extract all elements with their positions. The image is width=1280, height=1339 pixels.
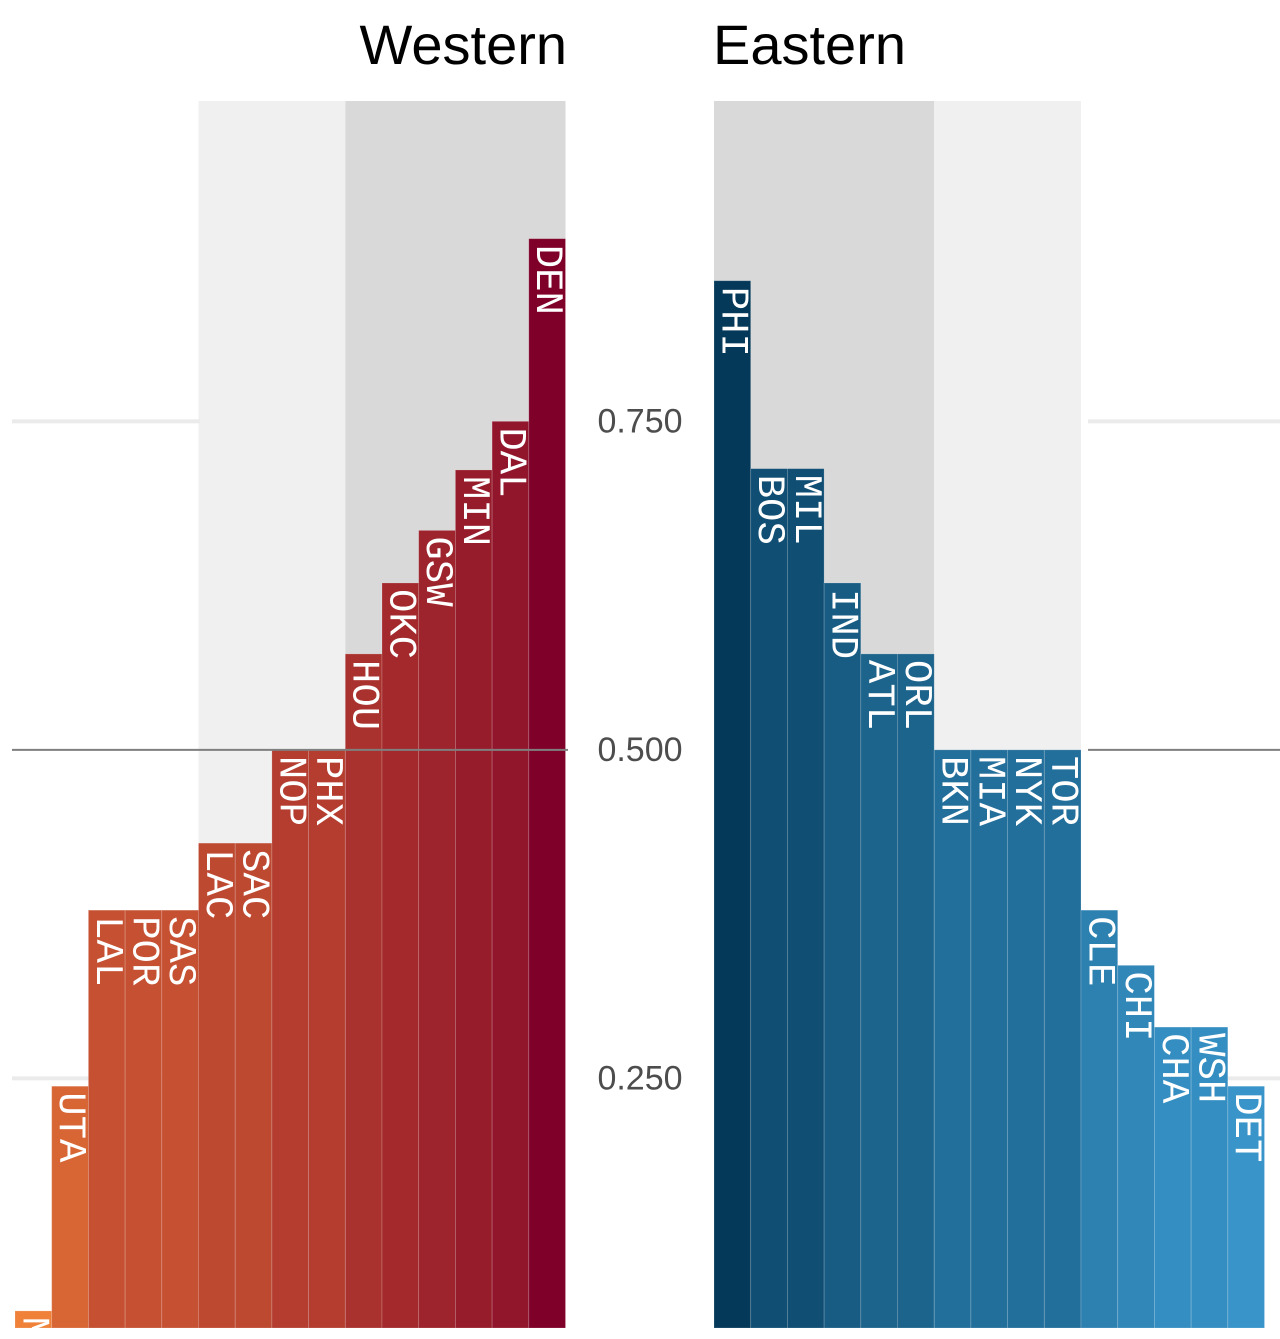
western-bar	[308, 749, 346, 1329]
label-layer: MEMUTALALPORSASLACSACNOPPHXHOUOKCGSWMIND…	[11, 13, 1268, 1339]
team-label-chi: CHI	[1114, 971, 1158, 1041]
team-label-hou: HOU	[342, 660, 386, 730]
team-label-sac: SAC	[232, 849, 276, 919]
eastern-bar	[1080, 909, 1119, 1329]
team-label-okc: OKC	[378, 589, 422, 659]
team-label-phx: PHX	[305, 756, 349, 826]
team-label-wsh: WSH	[1187, 1033, 1231, 1103]
team-label-cle: CLE	[1077, 916, 1121, 986]
team-label-bkn: BKN	[931, 756, 975, 826]
eastern-bar	[970, 749, 1009, 1329]
western-bar	[491, 420, 530, 1329]
team-label-sas: SAS	[158, 916, 202, 986]
western-bar	[51, 1085, 89, 1329]
y-tick-label: 0.250	[597, 1059, 682, 1097]
western-bar	[198, 842, 236, 1329]
western-bar	[454, 469, 493, 1329]
eastern-bar	[897, 653, 935, 1329]
team-label-det: DET	[1224, 1092, 1268, 1162]
team-label-min: MIN	[452, 476, 496, 546]
eastern-bar	[1043, 749, 1082, 1329]
western-bar	[161, 909, 199, 1329]
eastern-bar	[1154, 1026, 1192, 1329]
team-label-por: POR	[121, 916, 165, 986]
panel-title-western: Western	[360, 13, 567, 76]
team-label-cha: CHA	[1151, 1033, 1195, 1104]
team-label-bos: BOS	[747, 475, 791, 545]
eastern-bar	[933, 749, 972, 1329]
western-bar	[124, 909, 163, 1329]
team-label-den: DEN	[525, 245, 569, 315]
eastern-bar	[860, 653, 898, 1329]
panel-title-eastern: Eastern	[713, 13, 906, 76]
team-label-atl: ATL	[857, 660, 901, 730]
team-label-lac: LAC	[195, 849, 239, 919]
team-label-nyk: NYK	[1004, 756, 1048, 827]
team-label-lal: LAL	[85, 916, 129, 986]
eastern-bar	[750, 468, 788, 1329]
team-label-orl: ORL	[894, 660, 938, 730]
western-bar	[234, 842, 273, 1329]
western-bar	[271, 749, 309, 1329]
team-label-mem: MEM	[11, 1317, 55, 1339]
team-label-gsw: GSW	[415, 536, 459, 607]
bar-layer	[14, 238, 1265, 1329]
team-label-tor: TOR	[1041, 756, 1085, 826]
team-label-mia: MIA	[967, 756, 1011, 827]
western-bar	[381, 582, 420, 1329]
western-bar	[418, 530, 456, 1329]
team-label-ind: IND	[820, 589, 864, 659]
western-bar	[344, 653, 383, 1329]
y-tick-label: 0.500	[597, 731, 682, 769]
eastern-bar	[823, 582, 862, 1329]
eastern-bar	[713, 280, 752, 1329]
team-label-mil: MIL	[784, 475, 828, 545]
eastern-bar	[1190, 1026, 1229, 1329]
team-label-phi: PHI	[710, 287, 754, 357]
western-bar	[88, 909, 126, 1329]
eastern-bar	[1227, 1085, 1265, 1329]
eastern-bar	[787, 468, 825, 1329]
y-tick-label: 0.750	[597, 402, 682, 440]
team-label-nop: NOP	[268, 756, 312, 826]
eastern-bar	[1117, 964, 1155, 1329]
western-bar	[528, 238, 566, 1329]
team-label-dal: DAL	[488, 427, 532, 497]
team-label-uta: UTA	[48, 1092, 92, 1163]
eastern-bar	[1007, 749, 1045, 1329]
